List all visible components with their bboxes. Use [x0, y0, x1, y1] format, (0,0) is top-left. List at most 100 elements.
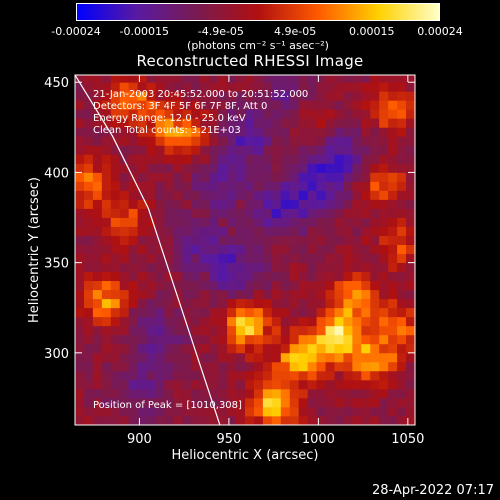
heatmap-cell: [227, 235, 237, 245]
heatmap-cell: [101, 235, 112, 245]
heatmap-cell: [334, 244, 344, 255]
heatmap-cell: [352, 307, 362, 318]
heatmap-cell: [298, 208, 309, 218]
heatmap-cell: [200, 235, 210, 245]
heatmap-cell: [128, 154, 139, 164]
heatmap-cell: [164, 388, 174, 399]
heatmap-cell: [227, 91, 237, 101]
heatmap-cell: [200, 343, 210, 354]
heatmap-cell: [236, 406, 246, 417]
heatmap-cell: [325, 298, 335, 309]
heatmap-cell: [370, 325, 380, 336]
heatmap-cell: [397, 361, 407, 372]
heatmap-cell: [325, 406, 335, 417]
heatmap-cell: [316, 154, 326, 164]
heatmap-cell: [271, 298, 282, 309]
heatmap-cell: [137, 91, 147, 101]
heatmap-cell: [83, 352, 94, 363]
heatmap-cell: [101, 262, 112, 273]
heatmap-cell: [289, 379, 300, 390]
heatmap-cell: [397, 199, 407, 209]
heatmap-cell: [155, 172, 165, 182]
heatmap-cell: [262, 343, 273, 354]
heatmap-cell: [379, 199, 389, 209]
heatmap-cell: [334, 235, 344, 245]
heatmap-cell: [271, 307, 282, 318]
heatmap-cell: [155, 154, 165, 164]
heatmap-cell: [379, 91, 389, 101]
heatmap-cell: [209, 217, 219, 227]
heatmap-cell: [245, 199, 255, 209]
heatmap-cell: [137, 271, 147, 282]
heatmap-cell: [200, 352, 210, 363]
heatmap-cell: [271, 75, 282, 83]
heatmap-cell: [209, 388, 219, 399]
heatmap-cell: [307, 289, 317, 300]
heatmap-cell: [209, 271, 219, 282]
heatmap-cell: [182, 361, 192, 372]
heatmap-cell: [325, 109, 335, 119]
heatmap-cell: [262, 370, 273, 381]
heatmap-cell: [307, 307, 317, 318]
heatmap-cell: [280, 262, 291, 273]
heatmap-cell: [191, 343, 201, 354]
heatmap-cell: [83, 370, 94, 381]
heatmap-cell: [289, 307, 300, 318]
heatmap-cell: [379, 307, 389, 318]
heatmap-cell: [182, 280, 192, 291]
heatmap-cell: [361, 253, 371, 264]
heatmap-cell: [173, 253, 183, 264]
heatmap-cell: [191, 154, 201, 164]
heatmap-cell: [406, 388, 415, 399]
heatmap-cell: [236, 136, 246, 146]
heatmap-cell: [209, 136, 219, 146]
heatmap-cell: [280, 154, 291, 164]
heatmap-cell: [370, 136, 380, 146]
heatmap-cell: [191, 280, 201, 291]
heatmap-cell: [227, 208, 237, 218]
heatmap-cell: [316, 361, 326, 372]
heatmap-cell: [352, 415, 362, 425]
heatmap-cell: [110, 379, 121, 390]
heatmap-cell: [316, 406, 326, 417]
heatmap-cell: [236, 379, 246, 390]
heatmap-cell: [388, 415, 398, 425]
heatmap-cell: [352, 100, 362, 110]
heatmap-cell: [200, 109, 210, 119]
heatmap-cell: [146, 82, 156, 92]
heatmap-cell: [164, 217, 174, 227]
heatmap-cell: [155, 235, 165, 245]
heatmap-cell: [146, 154, 156, 164]
heatmap-cell: [325, 379, 335, 390]
heatmap-cell: [352, 388, 362, 399]
heatmap-cell: [209, 109, 219, 119]
heatmap-cell: [227, 100, 237, 110]
heatmap-cell: [307, 280, 317, 291]
heatmap-cell: [83, 379, 94, 390]
heatmap-cell: [137, 217, 147, 227]
heatmap-cell: [110, 163, 121, 173]
heatmap-cell: [173, 199, 183, 209]
heatmap-cell: [406, 262, 415, 273]
heatmap-cell: [83, 145, 94, 155]
heatmap-cell: [406, 316, 415, 327]
heatmap-cell: [343, 190, 353, 200]
heatmap-cell: [388, 280, 398, 291]
heatmap-cell: [307, 136, 317, 146]
heatmap-cell: [271, 235, 282, 245]
heatmap-cell: [334, 82, 344, 92]
heatmap-cell: [218, 136, 228, 146]
heatmap-cell: [209, 163, 219, 173]
heatmap-cell: [119, 352, 130, 363]
heatmap-cell: [155, 298, 165, 309]
heatmap-cell: [110, 406, 121, 417]
heatmap-cell: [200, 262, 210, 273]
heatmap-cell: [262, 109, 273, 119]
heatmap-cell: [110, 118, 121, 128]
heatmap-cell: [191, 415, 201, 425]
heatmap-cell: [119, 226, 130, 236]
heatmap-cell: [289, 190, 300, 200]
heatmap-cell: [92, 109, 103, 119]
heatmap-cell: [370, 343, 380, 354]
heatmap-cell: [119, 343, 130, 354]
